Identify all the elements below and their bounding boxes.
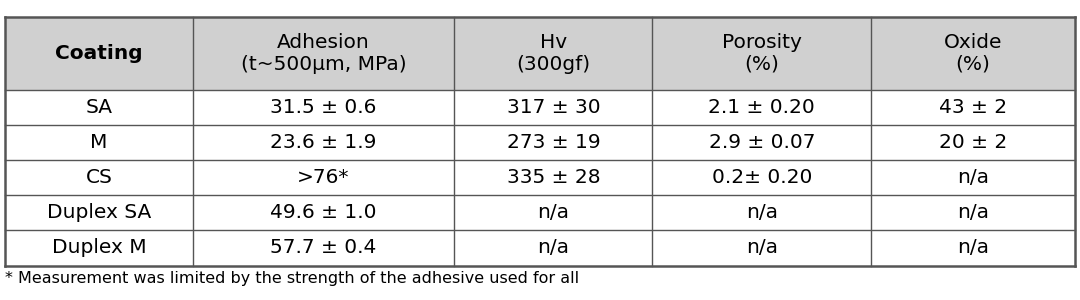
Text: SA: SA <box>85 98 112 117</box>
Text: n/a: n/a <box>957 203 989 222</box>
Text: * Measurement was limited by the strength of the adhesive used for all: * Measurement was limited by the strengt… <box>5 272 580 286</box>
Bar <box>5 16 1075 90</box>
Bar <box>5 125 1075 160</box>
Bar <box>5 90 1075 125</box>
Text: 0.2± 0.20: 0.2± 0.20 <box>712 168 812 187</box>
Text: n/a: n/a <box>538 203 569 222</box>
Text: n/a: n/a <box>957 168 989 187</box>
Text: >76*: >76* <box>297 168 350 187</box>
Text: Duplex M: Duplex M <box>52 238 146 257</box>
Text: 20 ± 2: 20 ± 2 <box>939 133 1008 152</box>
Text: 335 ± 28: 335 ± 28 <box>507 168 600 187</box>
Text: n/a: n/a <box>957 238 989 257</box>
Text: 273 ± 19: 273 ± 19 <box>507 133 600 152</box>
Text: n/a: n/a <box>538 238 569 257</box>
Text: Hv
(300gf): Hv (300gf) <box>516 33 591 74</box>
Text: Coating: Coating <box>55 44 143 63</box>
Text: 49.6 ± 1.0: 49.6 ± 1.0 <box>270 203 377 222</box>
Text: 31.5 ± 0.6: 31.5 ± 0.6 <box>270 98 377 117</box>
Text: Duplex SA: Duplex SA <box>46 203 151 222</box>
Bar <box>5 230 1075 266</box>
Text: 317 ± 30: 317 ± 30 <box>507 98 600 117</box>
Text: Oxide
(%): Oxide (%) <box>944 33 1002 74</box>
Text: CS: CS <box>85 168 112 187</box>
Text: 43 ± 2: 43 ± 2 <box>939 98 1007 117</box>
Bar <box>5 160 1075 195</box>
Text: n/a: n/a <box>746 203 778 222</box>
Text: n/a: n/a <box>746 238 778 257</box>
Text: Adhesion
(t~500μm, MPa): Adhesion (t~500μm, MPa) <box>241 33 406 74</box>
Text: Porosity
(%): Porosity (%) <box>721 33 801 74</box>
Text: 23.6 ± 1.9: 23.6 ± 1.9 <box>270 133 377 152</box>
Text: M: M <box>91 133 108 152</box>
Text: 2.1 ± 0.20: 2.1 ± 0.20 <box>708 98 815 117</box>
Text: 57.7 ± 0.4: 57.7 ± 0.4 <box>270 238 377 257</box>
Text: 2.9 ± 0.07: 2.9 ± 0.07 <box>708 133 815 152</box>
Bar <box>5 195 1075 230</box>
